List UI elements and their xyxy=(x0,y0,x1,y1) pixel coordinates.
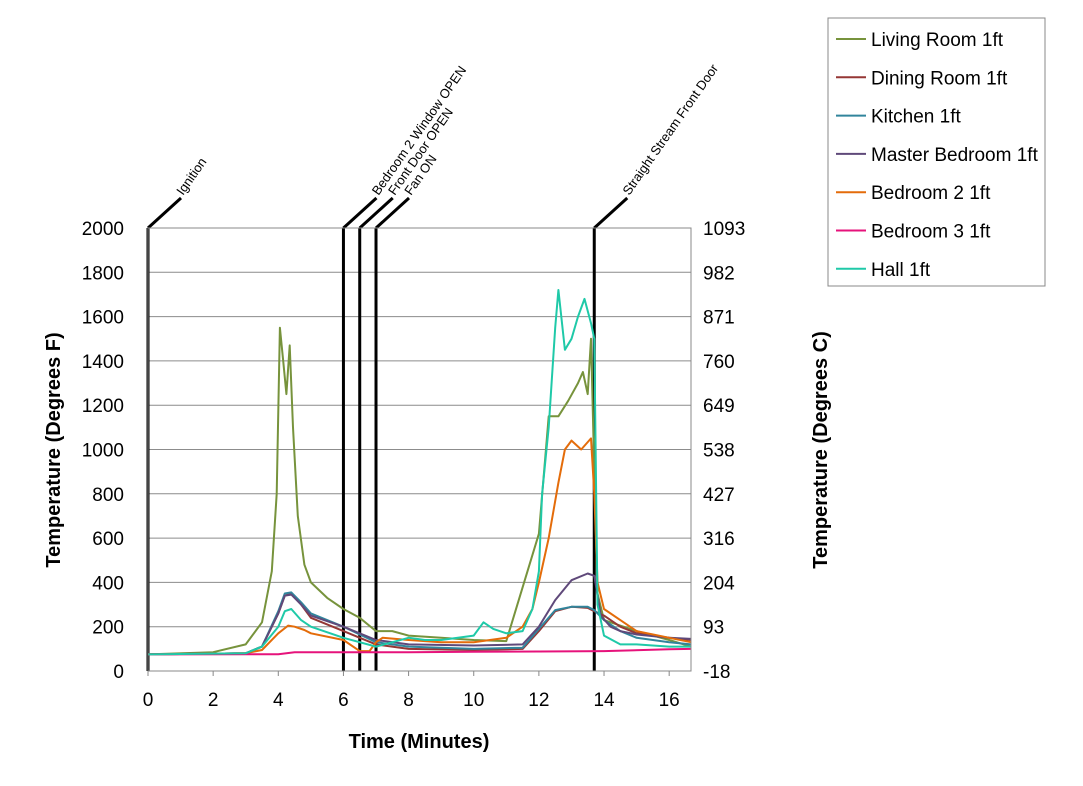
x-tick-label: 4 xyxy=(273,690,284,711)
event-leader xyxy=(593,196,629,230)
series-line xyxy=(147,326,692,656)
x-tick-label: 0 xyxy=(143,690,154,711)
y-tick-label: 1600 xyxy=(82,308,124,329)
legend-label: Living Room 1ft xyxy=(871,30,1004,51)
y-axis-title: Temperature (Degrees F) xyxy=(43,332,65,567)
y-tick-label: 0 xyxy=(113,662,124,683)
legend-label: Bedroom 2 1ft xyxy=(871,183,991,204)
x-tick-label: 14 xyxy=(593,690,615,711)
x-tick-label: 10 xyxy=(463,690,484,711)
y-tick-label: 2000 xyxy=(82,219,124,240)
y2-tick-label: 427 xyxy=(703,485,735,506)
data-series xyxy=(147,289,692,656)
y-tick-label: 600 xyxy=(92,529,124,550)
gridlines xyxy=(148,227,691,628)
series-line xyxy=(147,289,691,656)
y2-tick-label: 982 xyxy=(703,263,735,284)
event-leader xyxy=(358,196,394,230)
event-leader xyxy=(342,196,378,230)
y-tick-label: 1000 xyxy=(82,441,124,462)
event-leader xyxy=(146,196,183,230)
plot-area-frame xyxy=(147,227,692,672)
y2-tick-label: 871 xyxy=(703,308,735,329)
x-tick-label: 6 xyxy=(338,690,349,711)
event-label: Straight Stream Front Door xyxy=(619,61,721,198)
y2-tick-label: 649 xyxy=(703,396,735,417)
y-tick-label: 1400 xyxy=(82,352,124,373)
series-line xyxy=(147,647,692,656)
y2-tick-label: -18 xyxy=(703,662,730,683)
x-tick-label: 16 xyxy=(659,690,680,711)
legend-label: Kitchen 1ft xyxy=(871,107,961,128)
y-tick-label: 1200 xyxy=(82,396,124,417)
y2-tick-label: 204 xyxy=(703,573,735,594)
y2-axis-title: Temperature (Degrees C) xyxy=(810,331,832,568)
y-tick-label: 400 xyxy=(92,573,124,594)
legend-label: Master Bedroom 1ft xyxy=(871,145,1039,166)
y2-tick-label: 538 xyxy=(703,441,735,462)
legend-label: Bedroom 3 1ft xyxy=(871,222,991,243)
y2-tick-label: 760 xyxy=(703,352,735,373)
x-axis-ticks: 0 2 4 6 8 10 12 14 16 xyxy=(143,671,680,711)
y2-axis-ticks: -18 93 204 316 427 538 649 760 871 982 1093 xyxy=(703,219,745,683)
y-tick-label: 1800 xyxy=(82,263,124,284)
legend-label: Dining Room 1ft xyxy=(871,68,1008,89)
x-tick-label: 12 xyxy=(528,690,549,711)
y-tick-label: 800 xyxy=(92,485,124,506)
y2-tick-label: 1093 xyxy=(703,219,745,240)
y2-tick-label: 316 xyxy=(703,529,735,550)
legend-box xyxy=(827,17,1046,287)
event-label: Ignition xyxy=(173,155,209,198)
legend: Living Room 1ft Dining Room 1ft Kitchen 1f… xyxy=(827,17,1046,287)
x-tick-label: 8 xyxy=(403,690,414,711)
y-axis-ticks: 0 200 400 600 800 1000 1200 1400 1600 1800 2000 xyxy=(82,219,124,683)
x-tick-label: 2 xyxy=(208,690,219,711)
y-tick-label: 200 xyxy=(92,618,124,639)
series-line xyxy=(147,572,692,656)
event-leader xyxy=(375,196,411,230)
y2-tick-label: 93 xyxy=(703,618,724,639)
x-axis-title: Time (Minutes) xyxy=(349,731,490,753)
legend-label: Hall 1ft xyxy=(871,260,931,281)
